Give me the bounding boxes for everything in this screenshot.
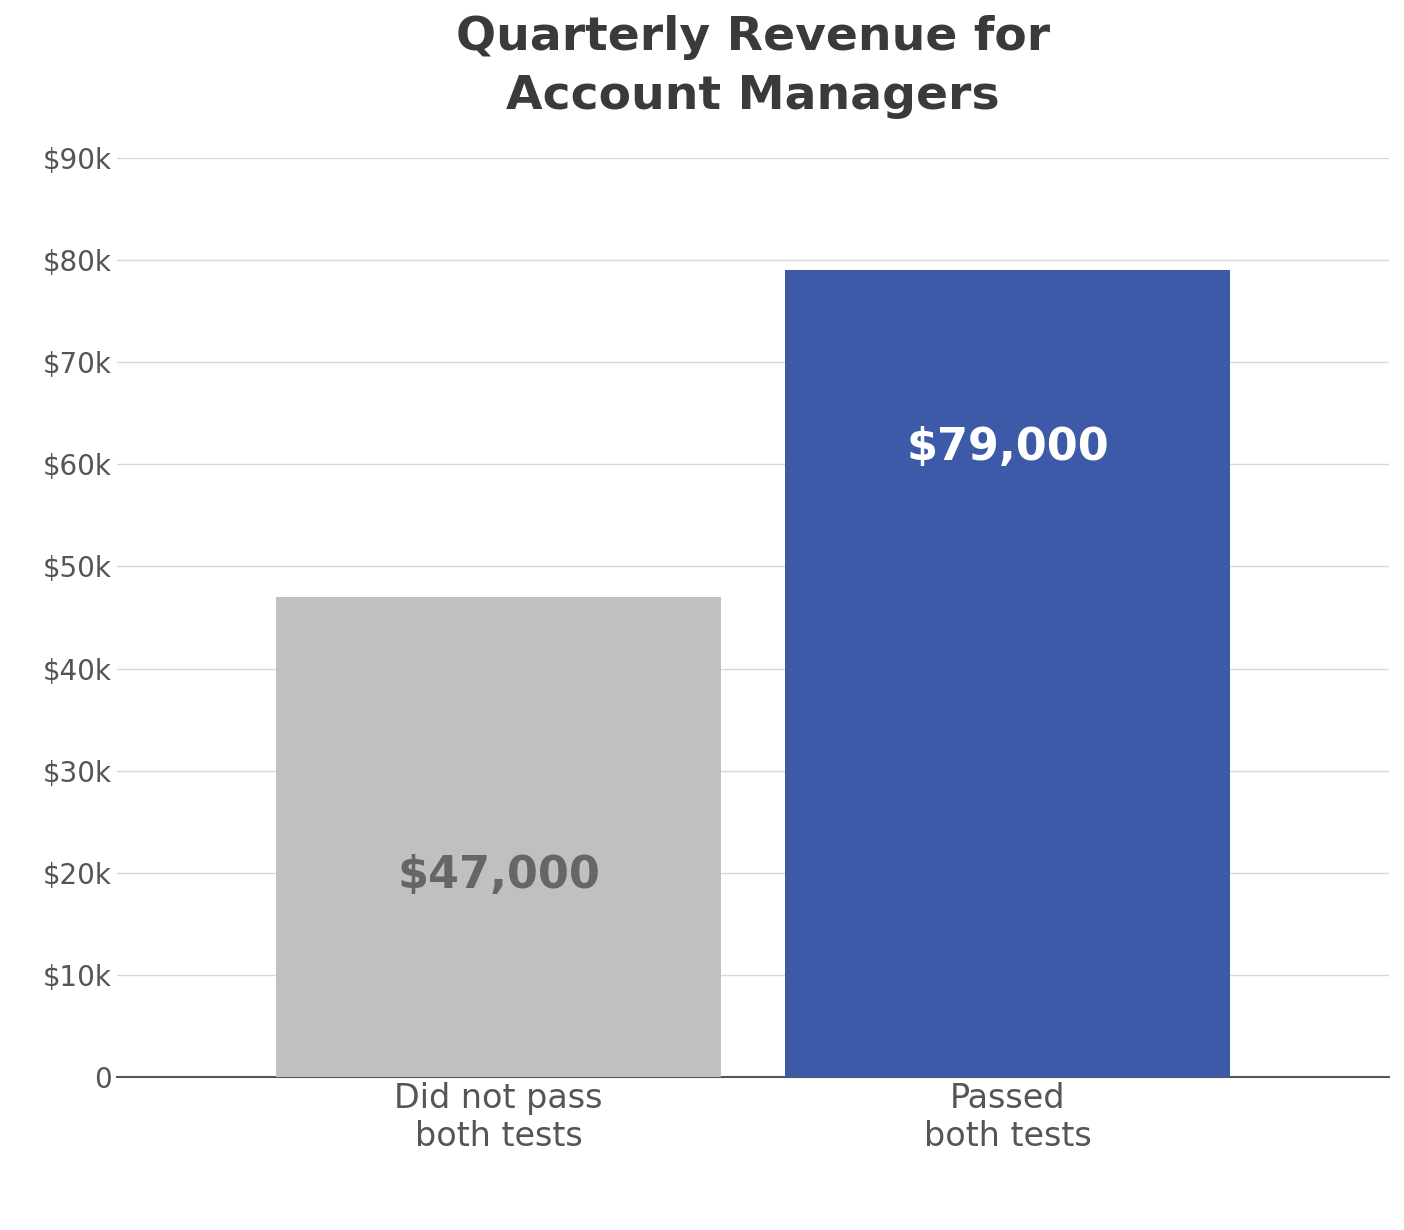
Bar [785,271,1230,1077]
Text: $79,000: $79,000 [906,426,1109,469]
Bar [277,597,722,1077]
Text: $47,000: $47,000 [397,854,600,897]
Title: Quarterly Revenue for
Account Managers: Quarterly Revenue for Account Managers [456,15,1050,119]
